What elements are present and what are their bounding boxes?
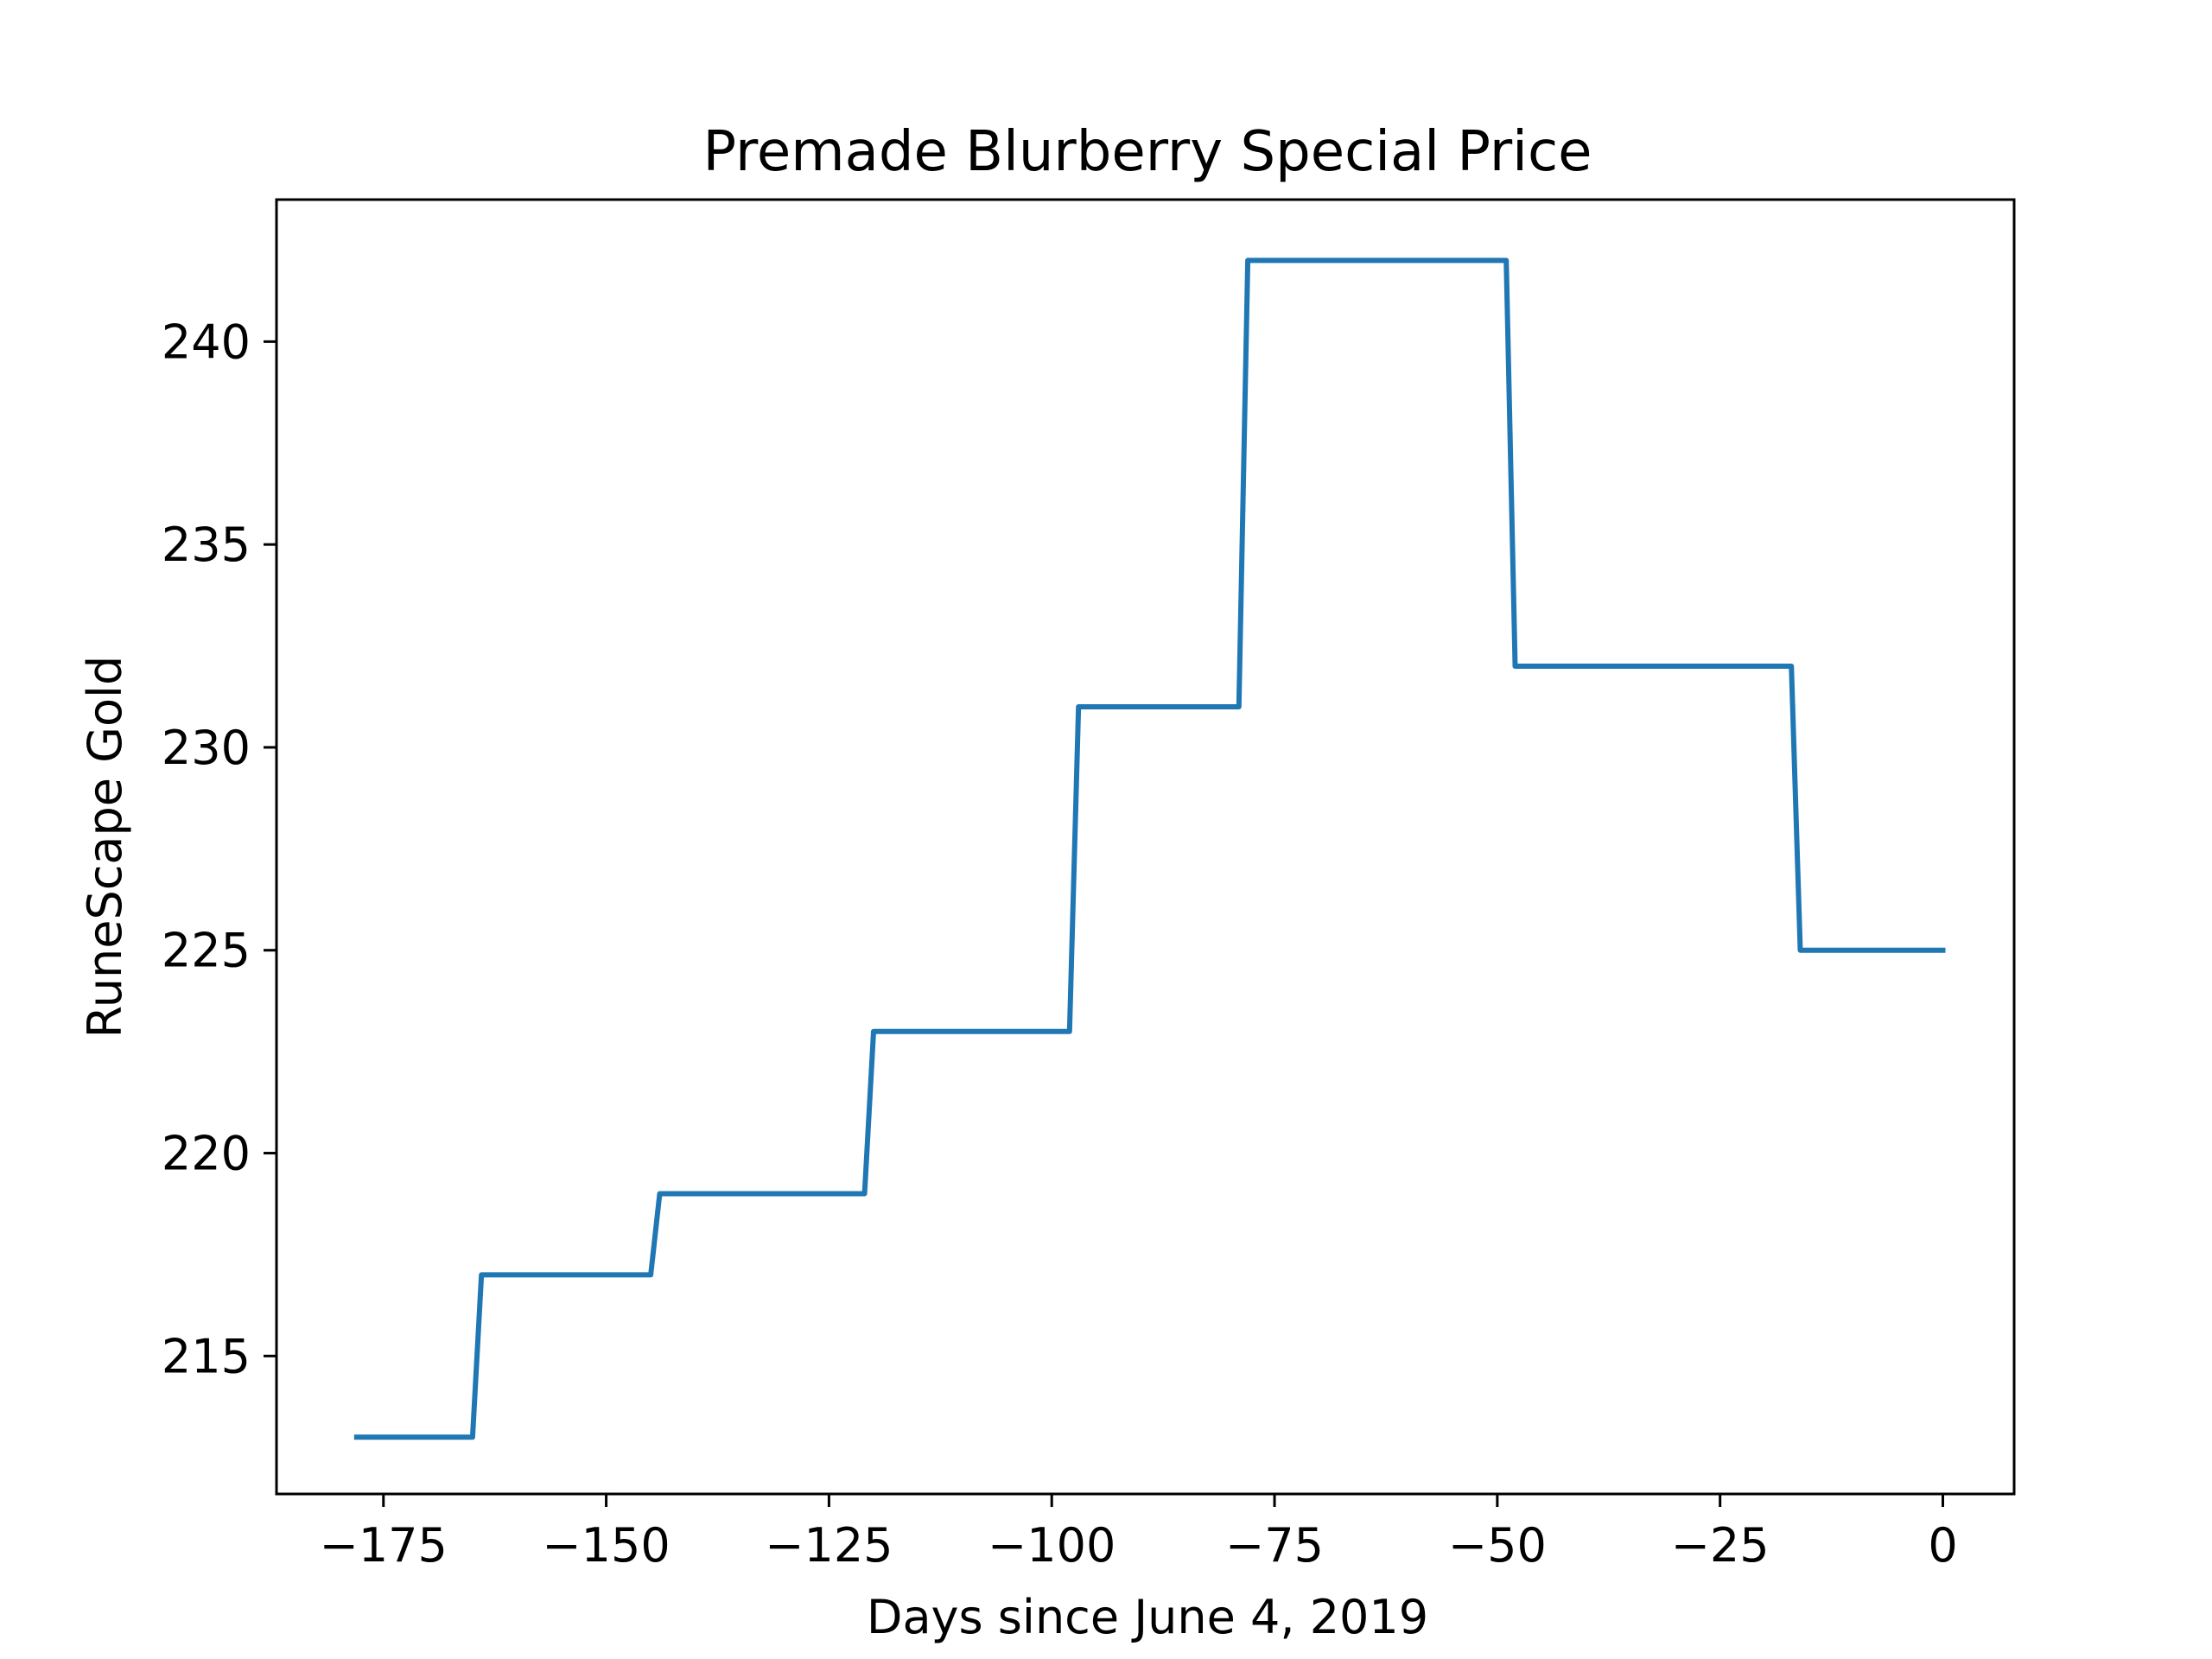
- y-axis-ticks: 215 220 225 230 235 240: [162, 315, 276, 1383]
- y-tick-label: 220: [162, 1127, 251, 1181]
- y-tick-label: 240: [162, 315, 251, 369]
- plot-area: [353, 257, 1946, 1440]
- x-tick-label: −150: [542, 1518, 670, 1573]
- chart-title: Premade Blurberry Special Price: [703, 120, 1592, 184]
- x-axis-ticks: −175 −150 −125 −100 −75 −50 −25 0: [320, 1494, 1958, 1573]
- series-line: [353, 257, 1946, 1440]
- y-tick-label: 230: [162, 721, 251, 775]
- x-tick-label: −25: [1671, 1518, 1770, 1573]
- y-tick-label: 235: [162, 518, 251, 572]
- x-tick-label: −100: [988, 1518, 1116, 1573]
- y-axis-label: RuneScape Gold: [78, 656, 132, 1039]
- axes-frame: [275, 198, 2016, 1496]
- y-tick-label: 215: [162, 1329, 251, 1383]
- x-tick-label: −75: [1225, 1518, 1324, 1573]
- x-tick-label: −125: [765, 1518, 893, 1573]
- x-axis-label: Days since June 4, 2019: [867, 1590, 1428, 1644]
- x-tick-label: −50: [1448, 1518, 1547, 1573]
- x-tick-label: −175: [320, 1518, 448, 1573]
- y-tick-label: 225: [162, 924, 251, 978]
- x-tick-label: 0: [1928, 1518, 1957, 1573]
